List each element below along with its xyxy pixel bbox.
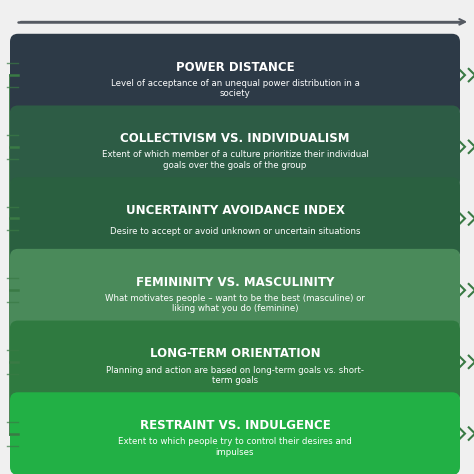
Text: RESTRAINT VS. INDULGENCE: RESTRAINT VS. INDULGENCE <box>140 419 330 432</box>
Text: LONG-TERM ORIENTATION: LONG-TERM ORIENTATION <box>150 347 320 360</box>
FancyBboxPatch shape <box>10 320 460 403</box>
Text: Extent to which people try to control their desires and
impulses: Extent to which people try to control th… <box>118 437 352 456</box>
FancyBboxPatch shape <box>10 34 460 117</box>
Text: Desire to accept or avoid unknown or uncertain situations: Desire to accept or avoid unknown or unc… <box>110 228 360 237</box>
FancyBboxPatch shape <box>10 392 460 474</box>
Text: POWER DISTANCE: POWER DISTANCE <box>176 61 294 73</box>
Text: What motivates people – want to be the best (masculine) or
liking what you do (f: What motivates people – want to be the b… <box>105 294 365 313</box>
FancyBboxPatch shape <box>10 106 460 188</box>
FancyBboxPatch shape <box>10 177 460 260</box>
Text: FEMININITY VS. MASCULINITY: FEMININITY VS. MASCULINITY <box>136 276 334 289</box>
Text: Level of acceptance of an unequal power distribution in a
society: Level of acceptance of an unequal power … <box>110 79 359 98</box>
Text: Extent of which member of a culture prioritize their individual
goals over the g: Extent of which member of a culture prio… <box>101 150 368 170</box>
Text: COLLECTIVISM VS. INDIVIDUALISM: COLLECTIVISM VS. INDIVIDUALISM <box>120 132 350 146</box>
FancyBboxPatch shape <box>10 249 460 331</box>
Text: UNCERTAINTY AVOIDANCE INDEX: UNCERTAINTY AVOIDANCE INDEX <box>126 204 345 217</box>
Text: Planning and action are based on long-term goals vs. short-
term goals: Planning and action are based on long-te… <box>106 365 364 385</box>
